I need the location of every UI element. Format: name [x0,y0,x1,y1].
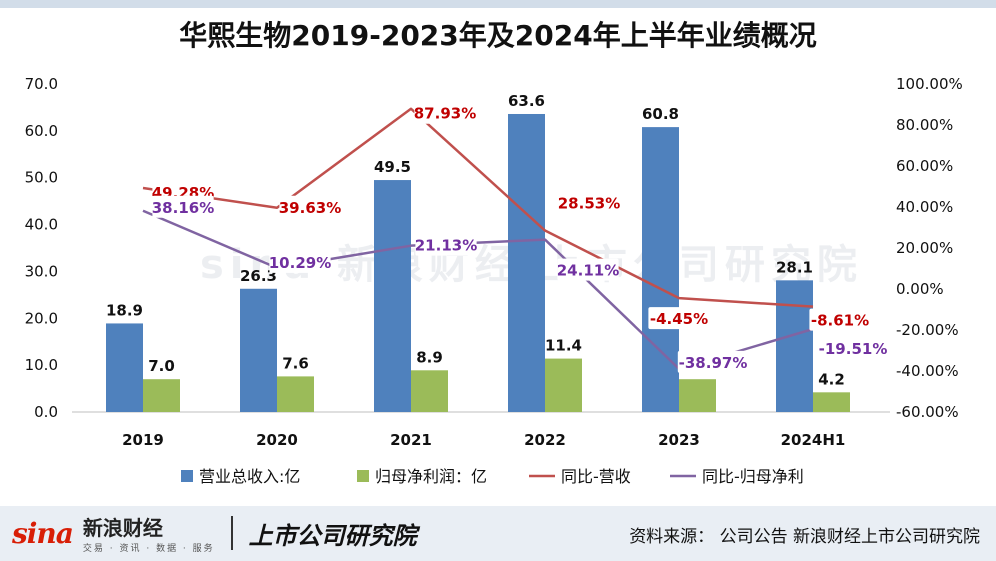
brand-name-block: 新浪财经 交易 · 资讯 · 数据 · 服务 [83,512,215,554]
bar-revenue [508,113,545,412]
point-label-box [648,307,710,330]
brand-subtitle: 交易 · 资讯 · 数据 · 服务 [82,544,215,554]
point-value-label: 21.13% [415,237,477,255]
y-right-tick-label: 80.00% [896,116,953,134]
top-band [0,0,996,8]
bar-value-label: 49.5 [374,158,411,176]
x-tick-label: 2021 [390,431,432,449]
legend-swatch [181,470,193,482]
y-right-tick-label: 100.00% [896,75,963,93]
point-label-box [279,195,341,218]
bar-net-profit [143,379,180,412]
point-label-box [269,250,331,273]
legend-label: 营业总收入:亿 [199,467,300,486]
bar-net-profit [277,376,314,412]
point-value-label: -4.45% [650,310,708,328]
institute-name: 上市公司研究院 [248,521,417,550]
bar-value-label: 18.9 [106,301,143,319]
y-left-tick-label: 30.0 [25,262,58,280]
legend-label: 同比-营收 [561,467,631,486]
y-right-tick-label: 60.00% [896,157,953,175]
point-label-box [677,350,749,373]
legend-label: 归母净利润：亿 [375,467,487,486]
point-label-box [557,258,619,281]
bar-net-profit [411,370,448,412]
y-left-tick-label: 20.0 [25,309,58,327]
y-right-tick-label: 0.00% [896,280,944,298]
point-value-label: -19.51% [819,340,888,358]
bar-revenue [106,323,143,412]
y-right-tick-label: 20.00% [896,239,953,257]
point-value-label: -8.61% [811,312,869,330]
chart-svg: 0.0 10.0 20.0 30.0 40.0 50.0 60.0 70.0 -60.00% -4… [25,75,963,486]
line-yoy-revenue [142,107,814,308]
brand-name: 新浪财经 [82,516,163,540]
point-value-label: 24.11% [557,262,619,280]
point-label-box [415,233,477,256]
legend-swatch [357,470,369,482]
legend-label: 同比-归母净利 [702,467,804,486]
point-value-label: 87.93% [414,105,476,123]
brand-block: sina 新浪财经 交易 · 资讯 · 数据 · 服务 上市公司研究院 [12,510,417,556]
point-value-label: 38.16% [152,199,214,217]
x-tick-label: 2022 [524,431,566,449]
bar-value-label: 26.3 [240,267,277,285]
x-tick-label: 2023 [658,431,700,449]
point-label-box [809,308,871,331]
chart-title: 华熙生物2019-2023年及2024年上半年业绩概况 [179,19,817,52]
point-value-label: -38.97% [679,354,748,372]
y-left-tick-label: 50.0 [25,169,58,187]
footer-band [0,506,996,561]
x-tick-label: 2024H1 [781,431,846,449]
bar-revenue [240,288,277,412]
point-value-label: 28.53% [558,195,620,213]
bar-value-label: 28.1 [776,258,813,276]
sina-logo: sina [12,516,74,550]
bar-revenue [374,180,411,412]
brand-divider [230,516,233,550]
point-value-label: 39.63% [279,199,341,217]
y-left-tick-label: 70.0 [25,75,58,93]
y-left-tick-label: 60.0 [25,122,58,140]
point-label-box [817,336,889,359]
y-right-tick-label: -20.00% [896,321,959,339]
bar-revenue [776,280,813,412]
bar-value-label: 60.8 [642,105,679,123]
y-left-tick-label: 10.0 [25,356,58,374]
bar-value-label: 7.0 [148,357,175,375]
bar-value-label: 63.6 [508,92,545,110]
point-label-box [414,101,476,124]
point-value-label: 10.29% [269,254,331,272]
y-right-tick-label: -40.00% [896,362,959,380]
y-left-tick-label: 0.0 [34,403,58,421]
bar-net-profit [813,392,850,412]
bar-value-label: 4.2 [818,370,845,388]
bar-net-profit [679,379,716,412]
bar-revenue [642,127,679,412]
source-note: 资料来源： 公司公告 新浪财经上市公司研究院 [629,527,980,547]
x-tick-label: 2020 [256,431,298,449]
x-tick-label: 2019 [122,431,164,449]
point-label-box [558,191,620,214]
y-right-tick-label: 40.00% [896,198,953,216]
y-right-tick-label: -60.00% [896,403,959,421]
bar-net-profit [545,358,582,412]
bar-value-label: 11.4 [545,337,582,355]
y-left-tick-label: 40.0 [25,216,58,234]
bar-value-label: 8.9 [416,348,443,366]
point-label-box [152,195,214,218]
bar-value-label: 7.6 [282,354,309,372]
